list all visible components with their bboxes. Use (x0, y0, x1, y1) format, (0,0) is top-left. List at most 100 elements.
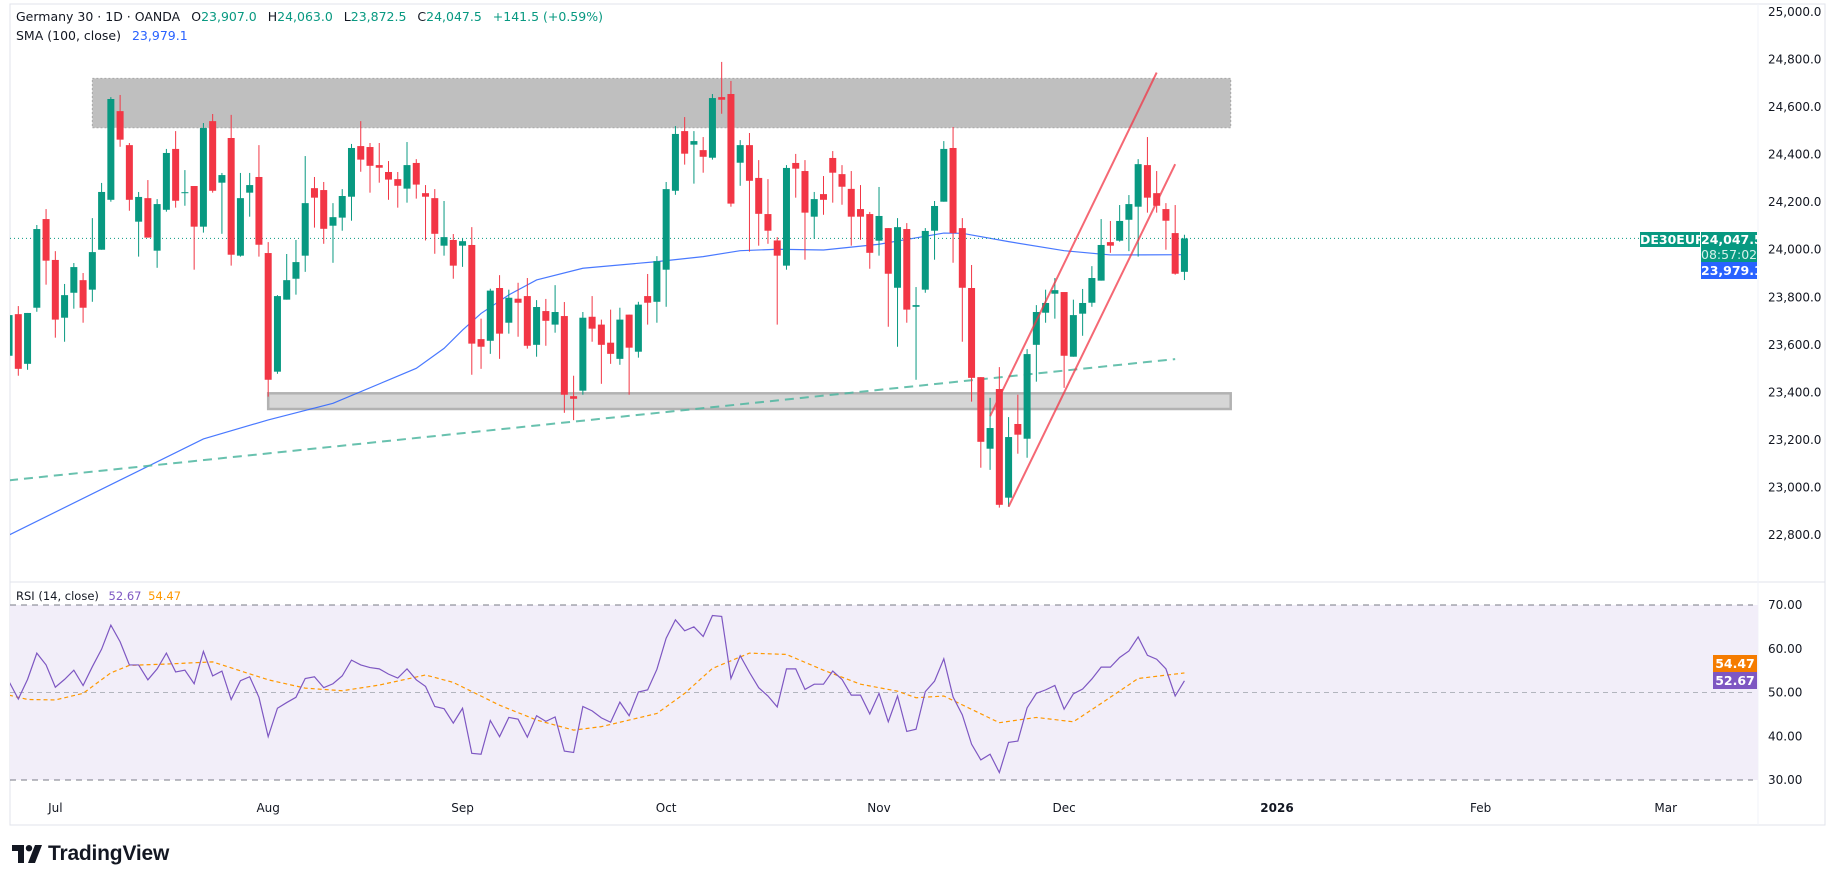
candle[interactable] (385, 161, 393, 200)
candle-body[interactable] (977, 377, 985, 442)
candle[interactable] (736, 140, 744, 186)
candle-body[interactable] (1153, 193, 1161, 206)
candle[interactable] (33, 225, 41, 312)
candle-body[interactable] (597, 324, 605, 345)
candle[interactable] (51, 251, 59, 338)
candle-body[interactable] (273, 296, 281, 372)
candle-body[interactable] (347, 147, 355, 197)
candle-body[interactable] (570, 396, 578, 399)
candle-body[interactable] (755, 177, 763, 214)
candle-body[interactable] (736, 145, 744, 163)
candle[interactable] (866, 211, 874, 269)
candle-body[interactable] (931, 205, 939, 231)
candle[interactable] (644, 273, 652, 325)
candle-body[interactable] (625, 314, 633, 348)
candle[interactable] (1088, 266, 1096, 307)
candle-body[interactable] (699, 150, 707, 157)
candle-body[interactable] (51, 259, 59, 320)
candle-body[interactable] (477, 339, 485, 347)
candle[interactable] (283, 254, 291, 300)
candle[interactable] (570, 375, 578, 421)
candle-body[interactable] (70, 267, 78, 293)
candle-body[interactable] (782, 167, 790, 266)
candle[interactable] (523, 278, 531, 349)
candle[interactable] (949, 127, 957, 263)
candle-body[interactable] (1032, 312, 1040, 345)
candle-body[interactable] (385, 171, 393, 180)
candle[interactable] (459, 238, 467, 267)
candle[interactable] (79, 273, 87, 323)
candle[interactable] (246, 172, 254, 217)
candle[interactable] (931, 200, 939, 260)
candle-body[interactable] (810, 199, 818, 217)
candle[interactable] (838, 165, 846, 205)
candle[interactable] (625, 314, 633, 395)
candle-body[interactable] (1060, 292, 1068, 356)
candle[interactable] (70, 263, 78, 309)
candle-body[interactable] (551, 312, 559, 325)
candle-body[interactable] (162, 152, 170, 210)
candle[interactable] (1014, 394, 1022, 454)
candle-body[interactable] (1097, 244, 1105, 281)
candle[interactable] (199, 123, 207, 233)
candle-body[interactable] (1134, 164, 1142, 207)
candle[interactable] (486, 288, 494, 354)
candle[interactable] (24, 312, 32, 370)
candle[interactable] (255, 145, 263, 257)
candle-body[interactable] (542, 311, 550, 321)
candle[interactable] (125, 142, 133, 211)
candle[interactable] (894, 218, 902, 347)
candle[interactable] (847, 171, 855, 246)
candle[interactable] (977, 377, 985, 468)
candle-body[interactable] (690, 141, 698, 145)
candle-body[interactable] (866, 214, 874, 253)
candle-body[interactable] (403, 165, 411, 189)
candle[interactable] (792, 153, 800, 198)
candle-body[interactable] (912, 305, 920, 307)
candle-body[interactable] (644, 296, 652, 303)
candle-body[interactable] (190, 186, 198, 227)
candle[interactable] (61, 283, 69, 342)
candle-body[interactable] (320, 190, 328, 229)
candle-body[interactable] (505, 297, 513, 323)
candle-body[interactable] (6, 315, 13, 356)
candle[interactable] (755, 160, 763, 246)
candle[interactable] (144, 180, 152, 238)
candle-body[interactable] (1051, 290, 1059, 294)
candle[interactable] (671, 126, 679, 195)
candle-body[interactable] (24, 312, 32, 364)
candle-body[interactable] (903, 229, 911, 310)
candle[interactable] (588, 296, 596, 342)
candle-body[interactable] (329, 217, 337, 226)
candle[interactable] (616, 307, 624, 365)
candle[interactable] (190, 186, 198, 270)
candle[interactable] (1097, 219, 1105, 281)
candle[interactable] (857, 185, 865, 240)
candle[interactable] (394, 171, 402, 208)
candle[interactable] (366, 142, 374, 193)
candle[interactable] (264, 242, 272, 397)
candle[interactable] (579, 312, 587, 395)
candle-body[interactable] (116, 111, 124, 140)
candle-body[interactable] (79, 280, 87, 308)
candle[interactable] (1153, 171, 1161, 213)
candle[interactable] (773, 237, 781, 325)
candle-body[interactable] (968, 288, 976, 378)
candle[interactable] (1060, 292, 1068, 388)
candle-body[interactable] (255, 176, 263, 245)
candle[interactable] (496, 275, 504, 359)
candle-body[interactable] (422, 193, 430, 197)
candle-body[interactable] (412, 162, 420, 185)
candle-body[interactable] (533, 307, 541, 345)
candle-body[interactable] (1143, 165, 1151, 198)
candle[interactable] (449, 234, 457, 279)
candle-body[interactable] (801, 171, 809, 213)
candle[interactable] (209, 113, 217, 193)
candle-body[interactable] (33, 229, 41, 308)
candle-body[interactable] (1125, 204, 1133, 220)
candle-body[interactable] (727, 94, 735, 204)
candle-body[interactable] (847, 188, 855, 217)
candle-body[interactable] (310, 188, 318, 198)
candle-body[interactable] (607, 342, 615, 354)
